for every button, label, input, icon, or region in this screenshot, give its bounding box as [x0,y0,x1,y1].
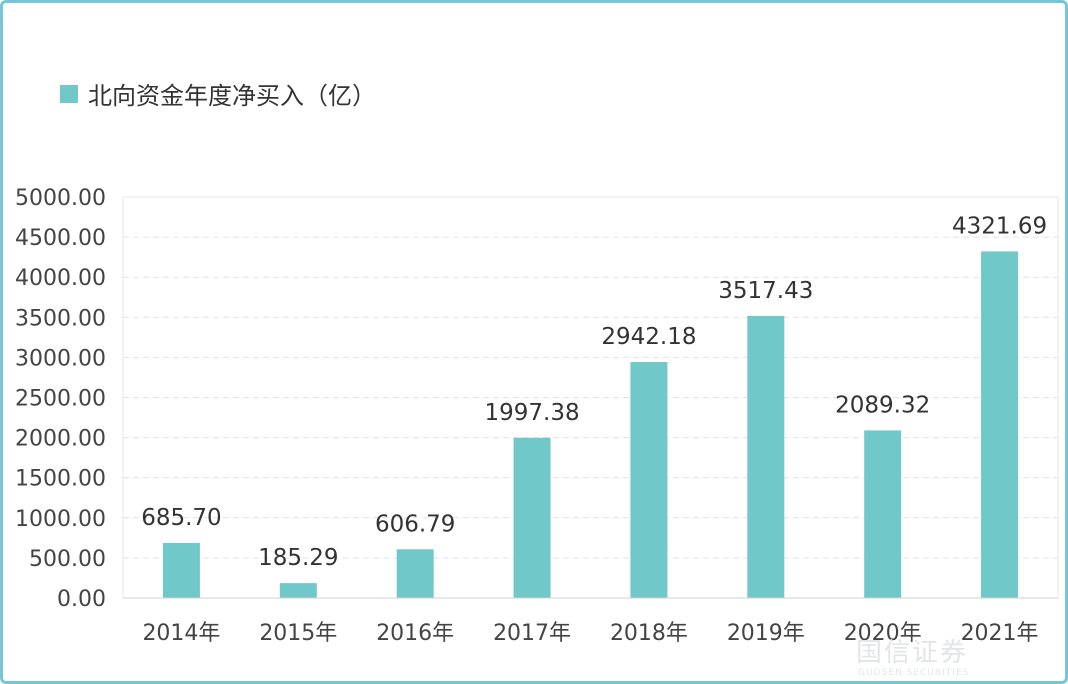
y-tick-label: 0.00 [57,587,106,612]
data-label: 2089.32 [835,392,930,418]
bar [981,251,1019,599]
watermark-sub: GUOSEN SECURITIES [858,668,970,678]
y-tick-label: 4000.00 [15,266,106,291]
bar [630,362,668,598]
data-label: 1997.38 [485,400,580,426]
x-tick-label: 2014年 [142,621,220,646]
x-tick-label: 2021年 [961,621,1039,646]
bar [396,549,434,598]
x-tick-label: 2019年 [727,621,805,646]
y-tick-label: 2000.00 [15,427,106,452]
data-label: 685.70 [141,505,221,531]
y-tick-label: 3000.00 [15,346,106,371]
bars [162,251,1019,599]
legend-swatch [60,84,78,103]
data-labels: 685.70 185.29 606.79 1997.38 2942.18 3517.43 2… [141,213,1047,571]
y-tick-label: 4500.00 [15,226,106,251]
y-tick-label: 1000.00 [15,507,106,532]
data-label: 4321.69 [952,213,1047,239]
y-tick-label: 5000.00 [15,186,106,211]
bar [747,315,785,598]
bar [513,437,551,598]
x-tick-label: 2020年 [844,621,922,646]
y-axis: 0.00 500.00 1000.00 1500.00 2000.00 2500.00 30… [15,186,106,612]
data-label: 606.79 [375,511,455,537]
data-label: 185.29 [258,545,338,571]
bar [279,583,317,598]
x-tick-label: 2018年 [610,621,688,646]
x-tick-label: 2016年 [376,621,454,646]
y-tick-label: 500.00 [29,547,106,572]
bar [864,430,902,598]
y-tick-label: 2500.00 [15,387,106,412]
y-tick-label: 3500.00 [15,306,106,331]
y-tick-label: 1500.00 [15,467,106,492]
legend-label: 北向资金年度净买入（亿） [88,82,376,110]
bar [162,543,200,598]
x-tick-label: 2017年 [493,621,571,646]
watermark-logo: 国信证券 [856,638,969,668]
x-tick-label: 2015年 [259,621,337,646]
legend: 北向资金年度净买入（亿） [60,76,376,111]
data-label: 2942.18 [601,324,696,350]
data-label: 3517.43 [718,278,813,304]
x-axis: 2014年 2015年 2016年 2017年 2018年 2019年 2020年 2021年 [123,597,1058,646]
